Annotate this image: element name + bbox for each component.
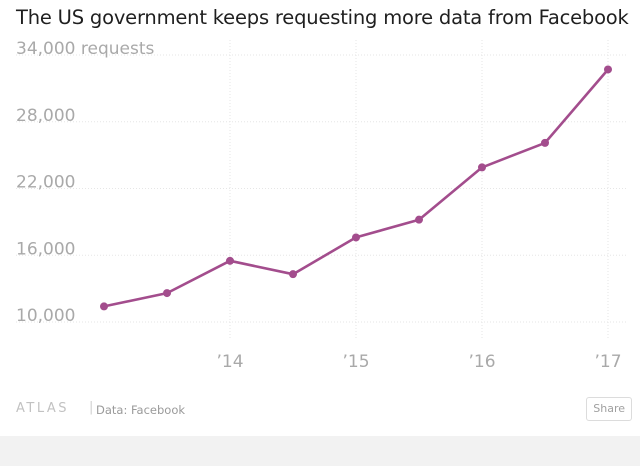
share-button[interactable]: Share — [586, 397, 632, 421]
data-point-4 — [352, 233, 360, 242]
data-point-2 — [226, 256, 234, 265]
data-point-6 — [478, 163, 486, 172]
x-tick-label: ’17 — [594, 352, 621, 372]
data-point-1 — [163, 289, 171, 298]
data-point-3 — [289, 270, 297, 279]
footer-separator: | — [89, 400, 94, 415]
y-tick-label: 10,000 — [16, 306, 75, 326]
bottom-strip — [0, 436, 640, 466]
data-point-5 — [415, 215, 423, 224]
y-tick-label: 28,000 — [16, 106, 75, 126]
x-tick-label: ’15 — [342, 352, 369, 372]
x-tick-label: ’14 — [216, 352, 243, 372]
data-source: Data: Facebook — [96, 403, 186, 417]
y-tick-label: 16,000 — [16, 239, 75, 259]
y-tick-label: 34,000 requests — [16, 39, 155, 59]
data-point-8 — [604, 65, 612, 74]
y-tick-label: 22,000 — [16, 173, 75, 193]
chart-footer: ATLAS | Data: Facebook Share — [16, 397, 632, 422]
chart-card: The US government keeps requesting more … — [16, 6, 632, 422]
data-point-7 — [541, 138, 549, 147]
atlas-logo[interactable]: ATLAS — [16, 401, 70, 416]
x-tick-label: ’16 — [468, 352, 495, 372]
data-point-0 — [100, 302, 108, 311]
line-chart: 34,000 requests 28,000 22,000 16,000 10,000 ’… — [16, 39, 626, 372]
chart-title: The US government keeps requesting more … — [16, 6, 629, 29]
